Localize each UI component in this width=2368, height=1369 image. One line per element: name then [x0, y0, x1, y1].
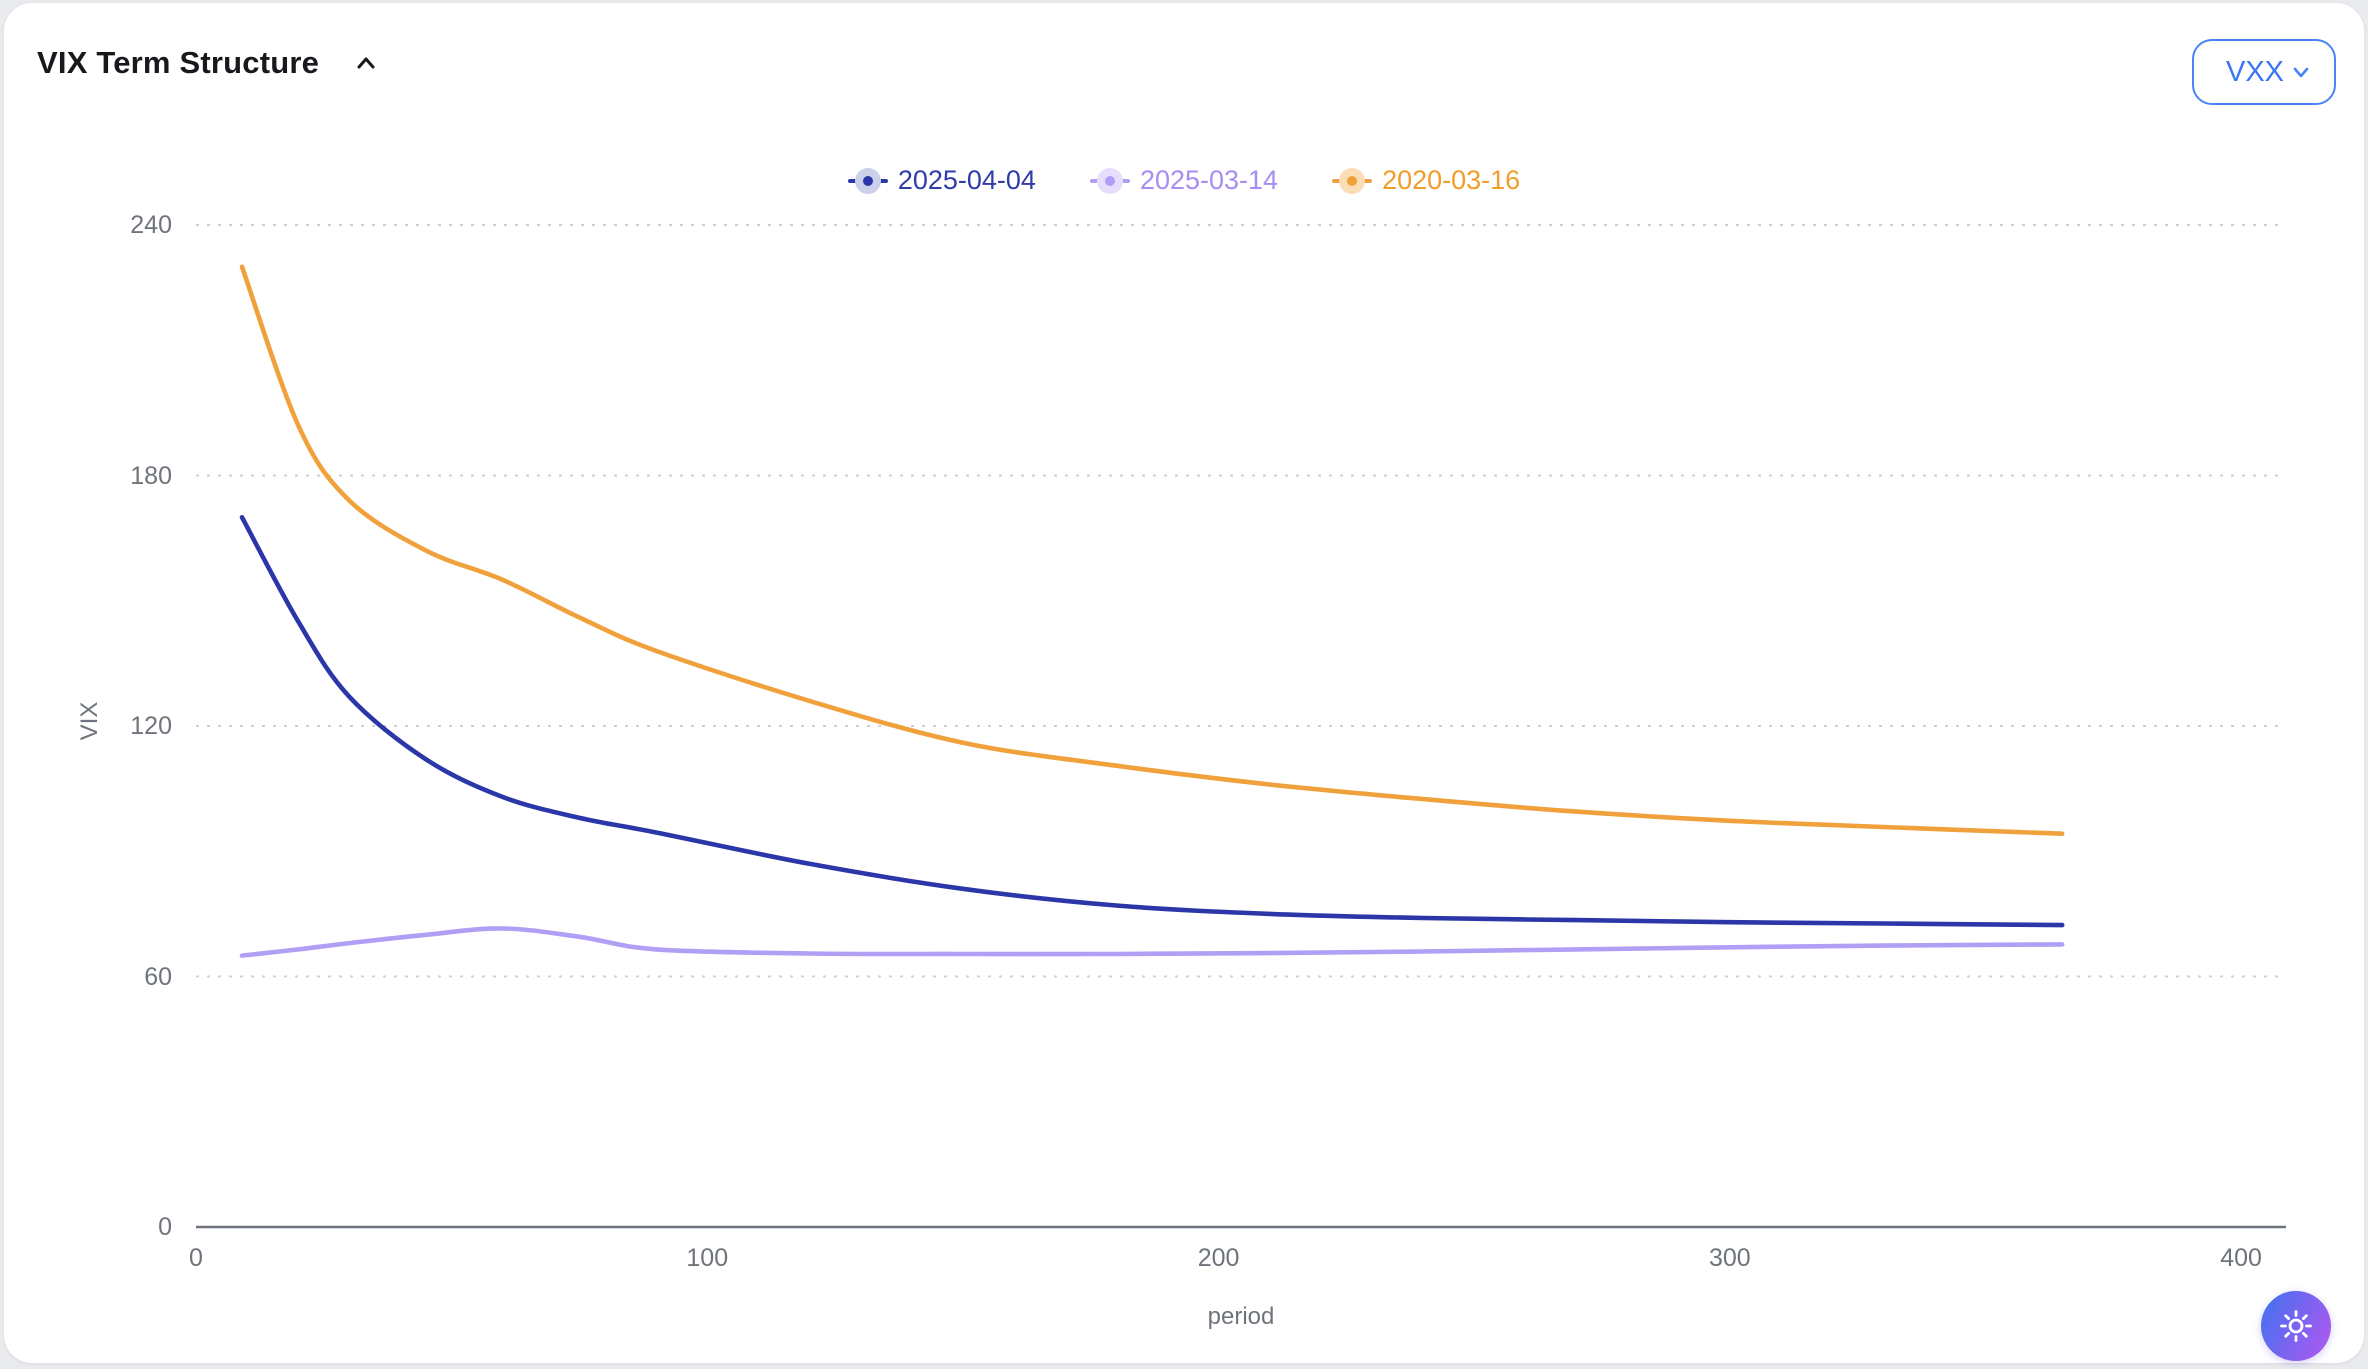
- y-tick-label-180: 180: [130, 461, 172, 490]
- legend-series-icon: [1089, 167, 1130, 195]
- x-tick-label-200: 200: [1197, 1244, 1240, 1272]
- y-tick-label-240: 240: [130, 211, 172, 239]
- symbol-select[interactable]: VXX: [2192, 39, 2336, 105]
- legend-label: 2025-04-04: [897, 165, 1036, 195]
- page-title: VIX Term Structure: [37, 45, 320, 80]
- series-line-2020-03-16[interactable]: [239, 264, 2065, 836]
- legend-label: 2025-03-14: [1139, 165, 1279, 195]
- x-axis-title: period: [1207, 1303, 1275, 1330]
- collapse-panel-button[interactable]: [349, 46, 383, 80]
- theme-toggle-button[interactable]: [2261, 1291, 2331, 1361]
- legend-icon-dot: [862, 175, 873, 186]
- y-tick-label-0: 0: [158, 1213, 172, 1241]
- chart-legend: 2025-04-04 2025-03-14 2020-03-16: [4, 165, 2364, 196]
- title-row: VIX Term Structure: [37, 45, 383, 81]
- chart-card: VIX Term Structure VXX 2025-04-04 2025-03…: [4, 3, 2364, 1363]
- legend-icon-dot: [1347, 175, 1358, 186]
- chart-plot-area: [196, 224, 2286, 1229]
- y-axis-title: VIX: [76, 701, 103, 741]
- legend-item-2025-03-14[interactable]: 2025-03-14: [1089, 165, 1279, 196]
- x-tick-label-300: 300: [1708, 1244, 1751, 1272]
- legend-icon-dot: [1104, 175, 1115, 186]
- series-line-2025-04-04[interactable]: [239, 515, 2065, 928]
- x-tick-label-100: 100: [686, 1244, 729, 1272]
- sun-icon: [2280, 1310, 2312, 1342]
- series-line-2025-03-14[interactable]: [239, 926, 2065, 958]
- legend-series-icon: [1332, 167, 1373, 195]
- chevron-up-icon: [357, 57, 375, 69]
- chevron-down-icon: [2293, 67, 2309, 78]
- legend-item-2025-04-04[interactable]: 2025-04-04: [847, 165, 1036, 196]
- y-tick-label-60: 60: [144, 962, 172, 991]
- legend-item-2020-03-16[interactable]: 2020-03-16: [1332, 165, 1520, 196]
- legend-label: 2020-03-16: [1382, 165, 1521, 195]
- legend-series-icon: [847, 167, 888, 195]
- y-tick-label-120: 120: [130, 712, 172, 740]
- symbol-select-value: VXX: [2226, 55, 2285, 88]
- x-tick-label-0: 0: [189, 1244, 203, 1272]
- x-tick-label-400: 400: [2220, 1244, 2262, 1272]
